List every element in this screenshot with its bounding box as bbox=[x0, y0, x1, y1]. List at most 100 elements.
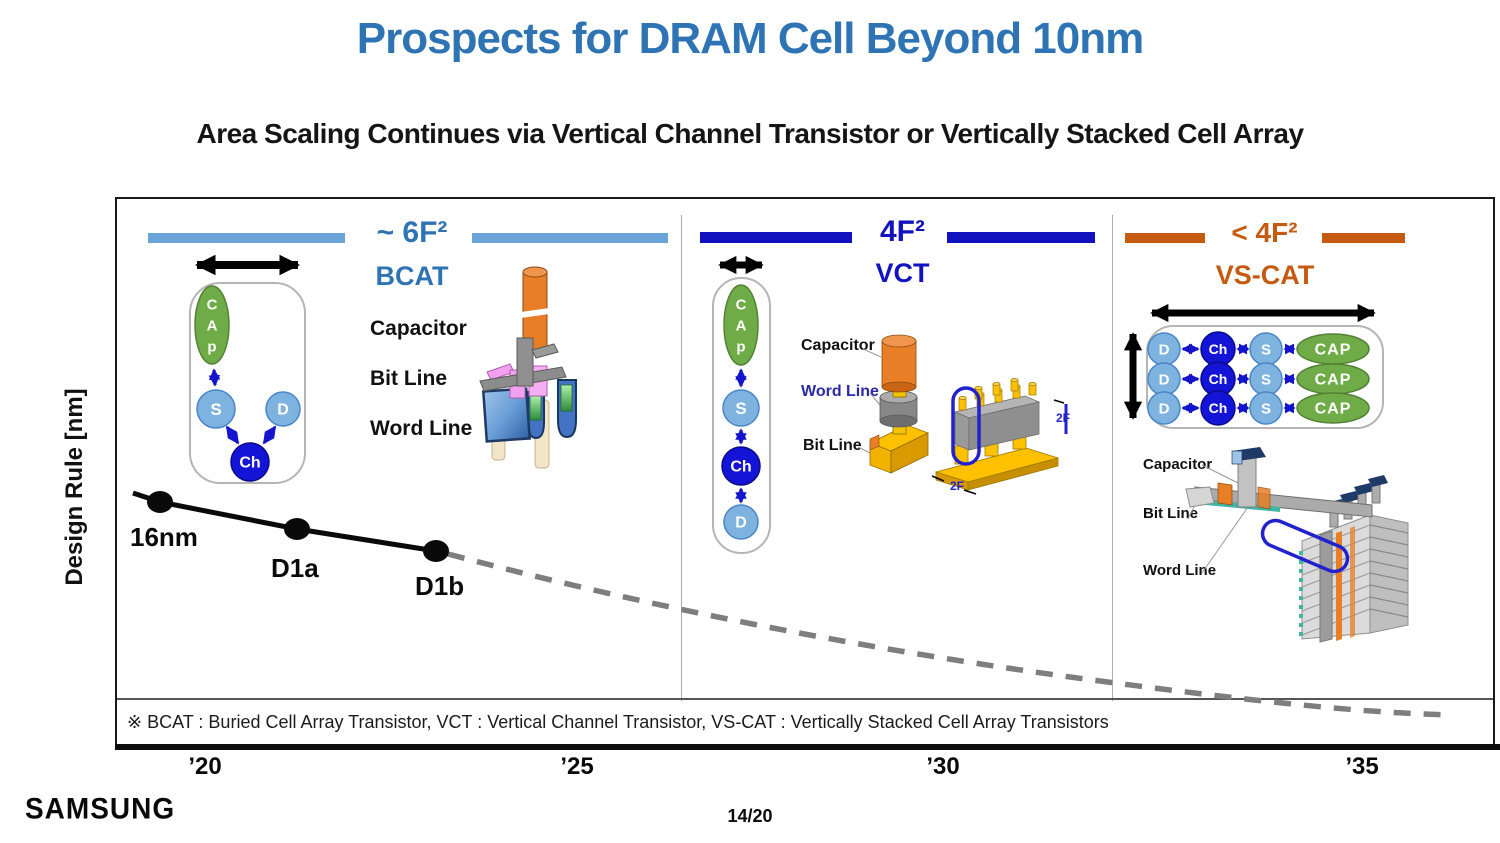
vscat-3d-illustration bbox=[1185, 447, 1409, 643]
vct-array-illustration: 2F 2F bbox=[931, 378, 1070, 495]
svg-text:CAP: CAP bbox=[1315, 372, 1352, 389]
x-tick-30: ’30 bbox=[926, 753, 960, 780]
vct-header-bar-left bbox=[700, 232, 852, 243]
x-tick-25: ’25 bbox=[560, 753, 594, 780]
vct-cap-letter-p: p bbox=[736, 338, 745, 355]
vctarr-wordline-main bbox=[968, 401, 1040, 451]
bcat-cap-letter-p: p bbox=[207, 338, 216, 355]
vct-word-line-label: Word Line bbox=[801, 383, 879, 400]
vctarr-base-side bbox=[967, 457, 1059, 491]
trend-point-d1a bbox=[284, 518, 310, 540]
bcat3d-wordline-right-panel bbox=[560, 384, 573, 412]
bcat-word-line-label: Word Line bbox=[370, 417, 473, 440]
svg-text:D: D bbox=[1159, 341, 1170, 358]
vct-drain-letter: D bbox=[735, 515, 747, 532]
bcat3d-front-plate bbox=[481, 387, 532, 443]
vct-cap-letter-a: A bbox=[736, 317, 747, 334]
vscat3d-leader-capacitor bbox=[1201, 464, 1239, 484]
vct-name: VCT bbox=[875, 258, 930, 288]
vct-drain-node bbox=[723, 504, 759, 540]
point-label-d1b: D1b bbox=[415, 571, 465, 601]
bcat-source-letter: S bbox=[210, 400, 221, 419]
bcat-cap-node bbox=[194, 285, 230, 365]
vscat-area-factor: < 4F² bbox=[1231, 217, 1298, 248]
bcat-arrow-ch-d bbox=[262, 425, 277, 445]
vscat-row-3: D Ch S CAP bbox=[1147, 390, 1370, 426]
vct-capacitor-label: Capacitor bbox=[801, 337, 875, 354]
vct-source-node bbox=[722, 389, 760, 427]
vscat3d-stack-orange-stripe1 bbox=[1336, 531, 1342, 641]
vscat-word-line-label: Word Line bbox=[1143, 562, 1217, 579]
point-label-d1a: D1a bbox=[271, 553, 319, 583]
slide-subtitle: Area Scaling Continues via Vertical Chan… bbox=[196, 118, 1304, 149]
vscat-bit-line-label: Bit Line bbox=[1143, 505, 1198, 522]
vctarr-dim-right: 2F bbox=[1056, 411, 1070, 425]
bcat-channel-node bbox=[230, 442, 270, 482]
vct3d-capacitor-top bbox=[881, 334, 917, 348]
vct3d-bitline-accent bbox=[869, 434, 880, 451]
vscat-header-bar-left bbox=[1125, 233, 1205, 243]
vct3d-leader-wordline bbox=[869, 392, 881, 406]
bcat-header-bar-left bbox=[148, 233, 345, 243]
vscat3d-capacitor-face bbox=[1231, 450, 1243, 465]
svg-text:Ch: Ch bbox=[1209, 371, 1228, 387]
bcat-cap-letter-c: C bbox=[207, 296, 218, 313]
vscat3d-stack-orange-stripe2 bbox=[1350, 526, 1355, 638]
trend-point-d1b bbox=[423, 540, 449, 562]
bcat-drain-node bbox=[265, 391, 301, 427]
samsung-logo: SAMSUNG bbox=[25, 792, 176, 825]
page-number: 14/20 bbox=[727, 806, 773, 826]
vscat-capacitor-label: Capacitor bbox=[1143, 456, 1213, 473]
vct3d-capacitor-cylinder bbox=[881, 340, 917, 388]
bcat-drain-letter: D bbox=[277, 402, 289, 419]
vct3d-capacitor-bottom bbox=[881, 381, 917, 393]
bcat3d-wordline-mid-panel bbox=[529, 395, 542, 421]
vct-3d-illustration bbox=[857, 334, 930, 474]
y-axis-label: Design Rule [nm] bbox=[61, 388, 88, 586]
vct-area-factor: 4F² bbox=[880, 215, 925, 248]
x-tick-35: ’35 bbox=[1345, 753, 1379, 780]
point-label-16nm: 16nm bbox=[130, 522, 198, 552]
trend-realized-line bbox=[132, 490, 437, 554]
vct-cell-schematic: C A p S Ch D bbox=[712, 255, 771, 554]
x-tick-20: ’20 bbox=[188, 753, 222, 780]
vscat3d-stack-pillar bbox=[1319, 530, 1333, 643]
vct3d-wordline-disk-bottom bbox=[879, 414, 918, 428]
vscat3d-beam-orange1 bbox=[1217, 482, 1233, 506]
section-divider-2 bbox=[1112, 215, 1113, 701]
bcat3d-capacitor-top bbox=[522, 266, 548, 278]
x-axis-line bbox=[115, 744, 1500, 750]
bcat-source-node bbox=[196, 389, 236, 429]
vct3d-bitline-side bbox=[890, 432, 929, 474]
svg-text:S: S bbox=[1261, 371, 1271, 388]
vct-source-letter: S bbox=[735, 399, 746, 418]
bcat-header-bar-right bbox=[472, 233, 668, 243]
svg-text:S: S bbox=[1261, 400, 1271, 417]
vctarr-dim-tick-right bbox=[963, 489, 977, 495]
bcat3d-gray-clamp bbox=[516, 337, 534, 387]
bcat-3d-illustration bbox=[479, 266, 577, 469]
svg-text:CAP: CAP bbox=[1315, 401, 1352, 418]
vscat3d-beam-orange2 bbox=[1257, 486, 1271, 510]
bcat-capacitor-label: Capacitor bbox=[370, 317, 467, 340]
trend-projected-dashed bbox=[447, 551, 1453, 718]
bcat-cap-letter-a: A bbox=[207, 317, 218, 334]
footnote-separator bbox=[117, 698, 1493, 700]
bcat-channel-letter: Ch bbox=[239, 455, 260, 472]
bcat3d-gray-arm bbox=[531, 343, 559, 359]
bcat-bit-line-label: Bit Line bbox=[370, 367, 447, 390]
bcat-area-factor: ~ 6F² bbox=[376, 216, 448, 249]
vct-cap-letter-c: C bbox=[736, 296, 747, 313]
vctarr-unit-outline bbox=[951, 386, 981, 466]
svg-text:CAP: CAP bbox=[1315, 342, 1352, 359]
bcat-arrow-cap-s bbox=[208, 368, 221, 387]
bcat3d-capacitor-band bbox=[521, 308, 549, 318]
vscat3d-stack-layers-right bbox=[1369, 524, 1409, 618]
vct-header-bar-right bbox=[947, 232, 1095, 243]
svg-text:D: D bbox=[1159, 400, 1170, 417]
svg-text:Ch: Ch bbox=[1209, 341, 1228, 357]
vscat3d-beam-plate bbox=[1185, 486, 1215, 508]
vct-channel-letter: Ch bbox=[730, 459, 751, 476]
vscat3d-leader-wordline bbox=[1201, 506, 1249, 574]
